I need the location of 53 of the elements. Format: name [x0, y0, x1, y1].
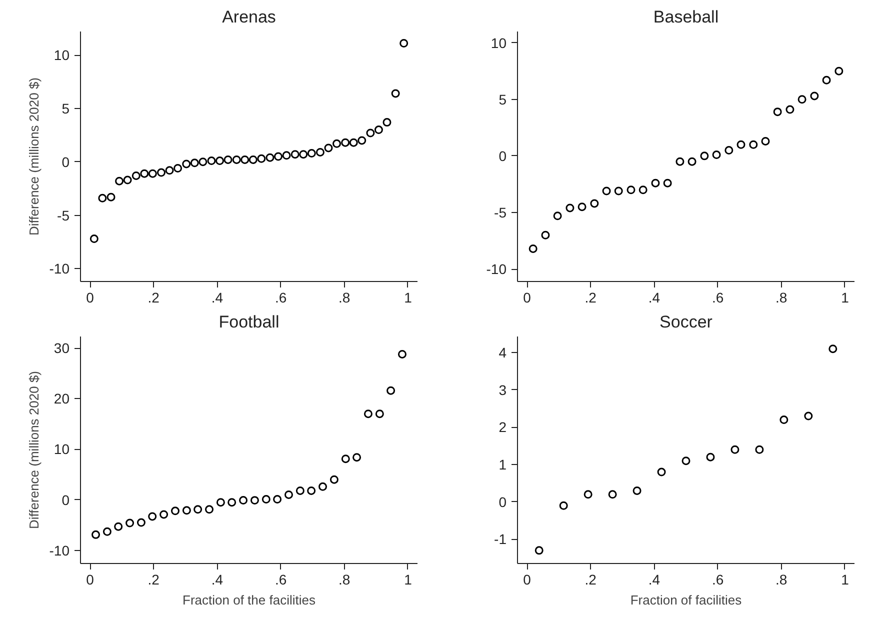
x-tick-label: .6 — [712, 290, 724, 306]
x-tick-label: 0 — [523, 572, 532, 588]
y-tick-label: 10 — [54, 441, 70, 458]
x-tick-label: 0 — [523, 290, 532, 306]
y-tick-label: -10 — [49, 260, 70, 277]
x-tick-label: .6 — [712, 572, 724, 588]
y-tick-label: 10 — [490, 34, 507, 51]
chart-title: Arenas — [222, 8, 276, 26]
chart-title: Football — [218, 312, 280, 332]
y-tick-label: 0 — [62, 154, 70, 170]
x-tick-label: .8 — [776, 290, 788, 306]
x-tick-label: .2 — [584, 290, 597, 306]
y-tick-label: 0 — [498, 494, 507, 510]
x-tick-label: .4 — [211, 290, 224, 306]
y-tick-label: 2 — [498, 419, 507, 436]
y-axis-title: Difference (millions 2020 $) — [26, 371, 42, 529]
y-tick-label: 30 — [54, 340, 70, 356]
x-tick-label: .2 — [148, 290, 160, 306]
x-tick-label: .2 — [584, 572, 597, 588]
x-axis-title: Fraction of facilities — [630, 592, 742, 608]
y-tick-label: -10 — [486, 261, 507, 278]
x-tick-label: 0 — [86, 290, 94, 306]
y-tick-label: -10 — [49, 542, 70, 558]
x-tick-label: .4 — [648, 290, 660, 306]
y-tick-label: -1 — [494, 531, 507, 548]
x-axis-title: Fraction of the facilities — [182, 592, 316, 608]
y-tick-label: 5 — [498, 91, 507, 108]
x-tick-label: .8 — [776, 572, 788, 588]
y-tick-label: 0 — [62, 492, 70, 508]
chart-title: Baseball — [653, 8, 719, 26]
x-tick-label: 0 — [86, 572, 94, 588]
x-tick-label: .8 — [338, 572, 350, 588]
y-axis-title: Difference (millions 2020 $) — [26, 78, 42, 236]
x-tick-label: .8 — [338, 290, 350, 306]
x-tick-label: .2 — [148, 572, 160, 588]
chart-title: Soccer — [660, 312, 713, 332]
x-tick-label: .6 — [274, 572, 287, 588]
x-tick-label: 1 — [404, 290, 412, 306]
x-tick-label: 1 — [404, 572, 412, 588]
y-tick-label: 3 — [498, 382, 507, 398]
y-tick-label: 5 — [62, 100, 70, 116]
x-tick-label: .4 — [648, 572, 660, 588]
y-tick-label: 4 — [498, 344, 507, 361]
y-tick-label: -5 — [57, 207, 70, 224]
y-tick-label: 10 — [54, 47, 70, 64]
y-tick-label: -5 — [494, 204, 507, 220]
x-tick-label: .6 — [274, 290, 287, 306]
x-tick-label: 1 — [841, 572, 850, 588]
x-tick-label: 1 — [841, 290, 850, 306]
y-tick-label: 20 — [54, 390, 70, 407]
y-tick-label: 1 — [498, 456, 507, 473]
x-tick-label: .4 — [211, 572, 224, 588]
y-tick-label: 0 — [498, 148, 507, 164]
